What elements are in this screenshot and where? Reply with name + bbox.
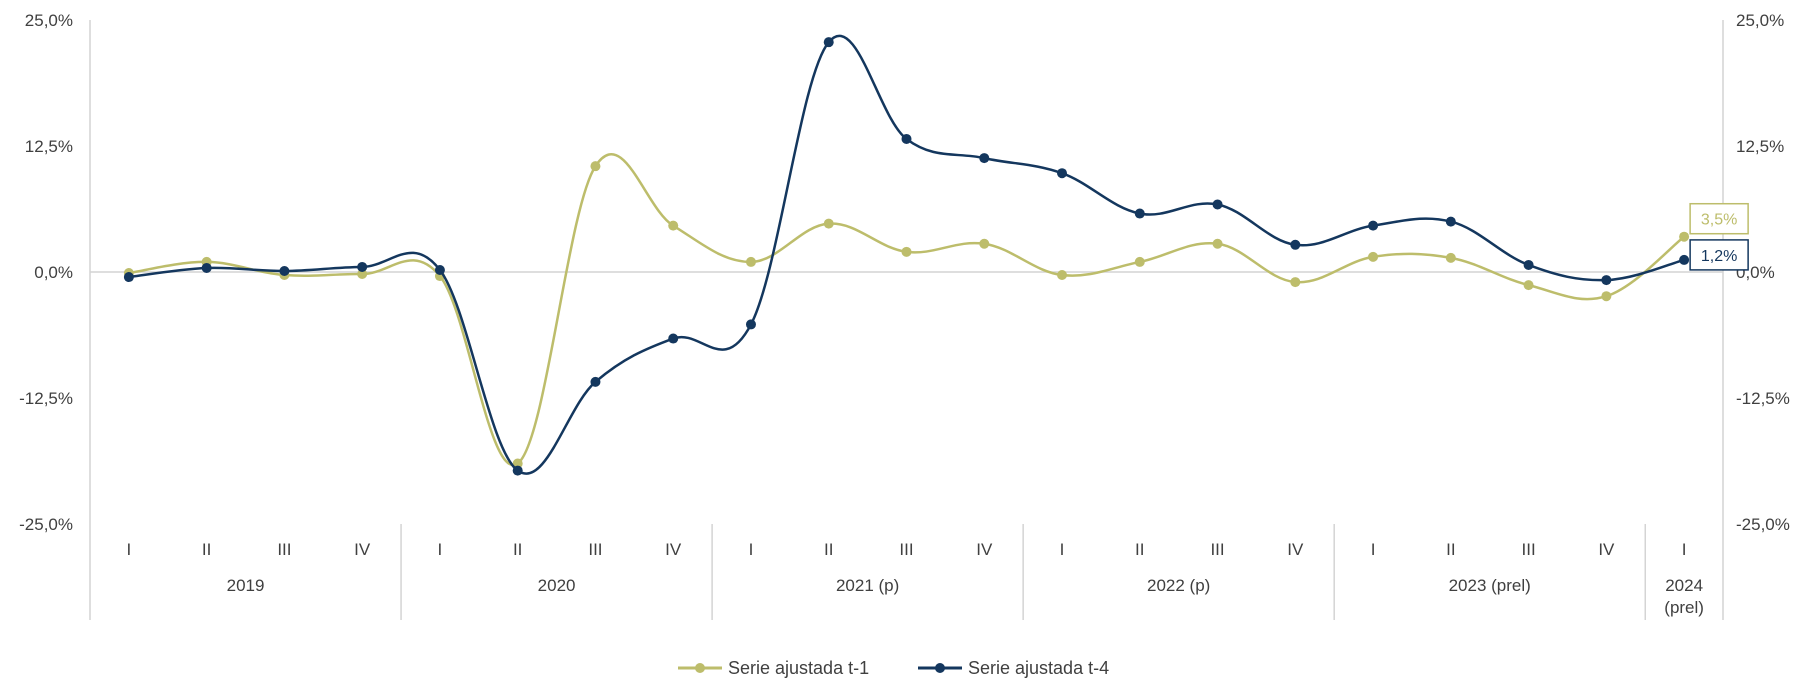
series-point bbox=[979, 238, 990, 249]
series-point bbox=[1057, 168, 1068, 179]
series-point bbox=[590, 376, 601, 387]
x-quarter-label: II bbox=[513, 540, 522, 559]
series-point bbox=[668, 220, 679, 231]
y-tick-label-right: 12,5% bbox=[1736, 137, 1784, 156]
x-quarter-label: III bbox=[1522, 540, 1536, 559]
x-quarter-label: IV bbox=[354, 540, 371, 559]
series-point bbox=[512, 458, 523, 469]
x-quarter-label: II bbox=[1135, 540, 1144, 559]
x-quarter-label: I bbox=[1060, 540, 1065, 559]
series-line bbox=[128, 153, 1685, 467]
x-year-label: 2020 bbox=[538, 576, 576, 595]
series-point bbox=[1134, 256, 1145, 267]
series-point bbox=[1368, 251, 1379, 262]
series-point bbox=[1523, 280, 1534, 291]
series-point bbox=[512, 465, 523, 476]
series-point bbox=[201, 262, 212, 273]
x-quarter-label: I bbox=[127, 540, 132, 559]
series-point bbox=[745, 319, 756, 330]
series-point bbox=[1212, 238, 1223, 249]
series-lines bbox=[123, 34, 1690, 476]
legend: Serie ajustada t-1 Serie ajustada t-4 bbox=[678, 658, 1109, 678]
series-point bbox=[1679, 254, 1690, 265]
series-point bbox=[901, 246, 912, 257]
y-tick-label-left: 0,0% bbox=[34, 263, 73, 282]
x-quarter-label: IV bbox=[665, 540, 682, 559]
legend-label: Serie ajustada t-1 bbox=[728, 658, 869, 678]
series-point bbox=[279, 265, 290, 276]
legend-marker bbox=[935, 663, 945, 673]
x-quarter-label: III bbox=[588, 540, 602, 559]
series-point bbox=[1368, 220, 1379, 231]
series-point bbox=[979, 153, 990, 164]
x-quarter-label: IV bbox=[1287, 540, 1304, 559]
x-quarter-label: III bbox=[1210, 540, 1224, 559]
x-year-label: 2022 (p) bbox=[1147, 576, 1210, 595]
series-point bbox=[590, 161, 601, 172]
legend-label: Serie ajustada t-4 bbox=[968, 658, 1109, 678]
x-year-label: 2021 (p) bbox=[836, 576, 899, 595]
x-quarter-label: IV bbox=[976, 540, 993, 559]
end-label-box bbox=[1689, 239, 1749, 271]
legend-marker bbox=[695, 663, 705, 673]
series-point bbox=[1523, 259, 1534, 270]
end-label-text: 1,2% bbox=[1701, 248, 1737, 265]
series-point bbox=[123, 272, 134, 283]
series-point bbox=[1290, 277, 1301, 288]
series-point bbox=[745, 256, 756, 267]
y-tick-label-right: -25,0% bbox=[1736, 515, 1790, 534]
series-point bbox=[1601, 291, 1612, 302]
x-quarter-label: II bbox=[202, 540, 211, 559]
series-point bbox=[901, 133, 912, 144]
x-quarter-label: I bbox=[1682, 540, 1687, 559]
end-labels: 3,5% 1,2% bbox=[1689, 202, 1749, 271]
end-label-text: 3,5% bbox=[1701, 212, 1737, 229]
x-quarter-label: I bbox=[1371, 540, 1376, 559]
series-point bbox=[1445, 216, 1456, 227]
x-quarter-label: II bbox=[824, 540, 833, 559]
series-point bbox=[1134, 208, 1145, 219]
x-quarter-label: III bbox=[277, 540, 291, 559]
series-point bbox=[1445, 252, 1456, 263]
series-point bbox=[1601, 275, 1612, 286]
axes: 25,0% 25,0%12,5% 12,5%0,0% 0,0%-12,5% -12,5%… bbox=[19, 11, 1790, 620]
y-tick-label-left: -12,5% bbox=[19, 389, 73, 408]
series-point bbox=[823, 37, 834, 48]
y-tick-label-left: 12,5% bbox=[25, 137, 73, 156]
series-point bbox=[357, 261, 368, 272]
x-quarter-label: III bbox=[899, 540, 913, 559]
series-point bbox=[357, 269, 368, 280]
series-line bbox=[128, 34, 1685, 475]
series-point bbox=[1057, 270, 1068, 281]
x-year-label: 2019 bbox=[227, 576, 265, 595]
x-quarter-label: I bbox=[749, 540, 754, 559]
series-point bbox=[1290, 239, 1301, 250]
x-quarter-label: II bbox=[1446, 540, 1455, 559]
series-point bbox=[434, 264, 445, 275]
series-point bbox=[1679, 231, 1690, 242]
series-point bbox=[823, 218, 834, 229]
x-year-label: 2023 (prel) bbox=[1449, 576, 1531, 595]
x-quarter-label: IV bbox=[1598, 540, 1615, 559]
y-tick-label-right: 25,0% bbox=[1736, 11, 1784, 30]
y-tick-label-left: -25,0% bbox=[19, 515, 73, 534]
x-quarter-label: I bbox=[438, 540, 443, 559]
end-label-box bbox=[1689, 202, 1749, 235]
series-point bbox=[1212, 199, 1223, 210]
y-tick-label-left: 25,0% bbox=[25, 11, 73, 30]
series-point bbox=[668, 333, 679, 344]
y-tick-label-right: -12,5% bbox=[1736, 389, 1790, 408]
x-year-label: 2024 (prel) bbox=[1664, 576, 1704, 617]
